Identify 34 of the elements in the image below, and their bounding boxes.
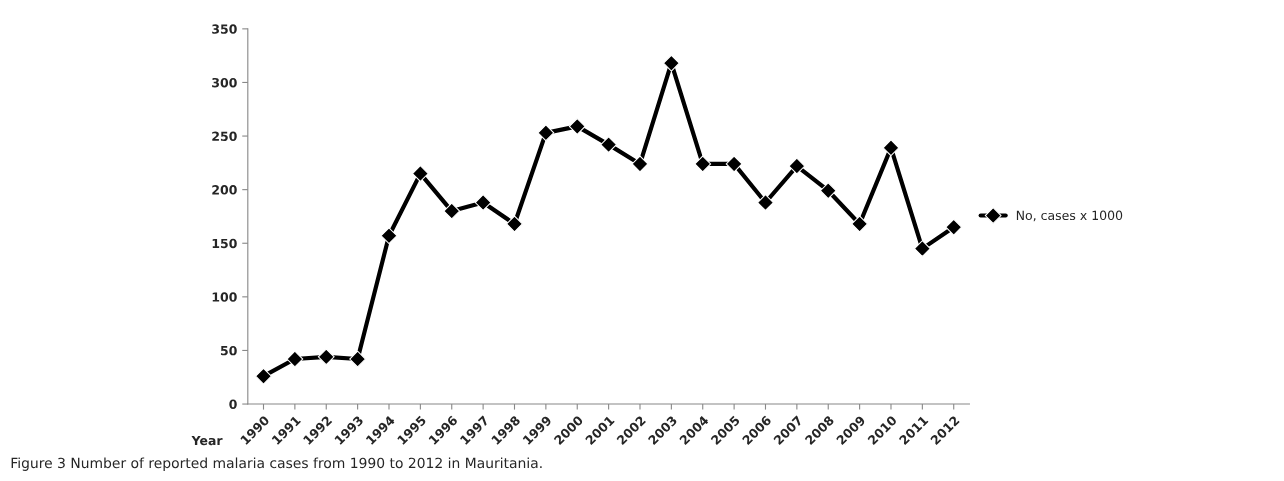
point: [694, 155, 712, 173]
point: [600, 136, 617, 154]
legend-label: No, cases x 1000: [1016, 210, 1123, 222]
point: [506, 215, 523, 233]
point: [913, 240, 931, 257]
point: [662, 54, 680, 72]
point: [349, 350, 366, 368]
point: [568, 118, 586, 135]
y-tick-label: 50: [220, 345, 237, 356]
y-tick-label: 250: [212, 131, 237, 141]
caption: Figure 3 Number of reported malaria cases from 1990 to 2012 in Mauritania.: [11, 457, 542, 471]
point: [443, 202, 461, 220]
point: [851, 215, 868, 233]
point: [411, 165, 429, 182]
point: [380, 227, 398, 245]
point: [631, 155, 649, 173]
point: [882, 139, 900, 157]
point: [474, 194, 492, 211]
point: [945, 218, 963, 236]
y-tick-label: 100: [212, 292, 237, 302]
point: [788, 157, 806, 175]
x-axis-title: Year: [191, 435, 223, 446]
point: [317, 348, 335, 366]
y-tick-label: 300: [212, 77, 237, 88]
point: [819, 182, 837, 200]
point: [255, 367, 272, 385]
y-tick-label: 200: [212, 185, 237, 195]
point: [537, 124, 555, 142]
y-tick-label: 150: [212, 238, 237, 249]
point: [757, 194, 774, 211]
point: [286, 350, 304, 368]
y-tick-label: 350: [212, 24, 237, 34]
y-tick-label: 0: [229, 399, 237, 409]
point: [725, 155, 743, 173]
